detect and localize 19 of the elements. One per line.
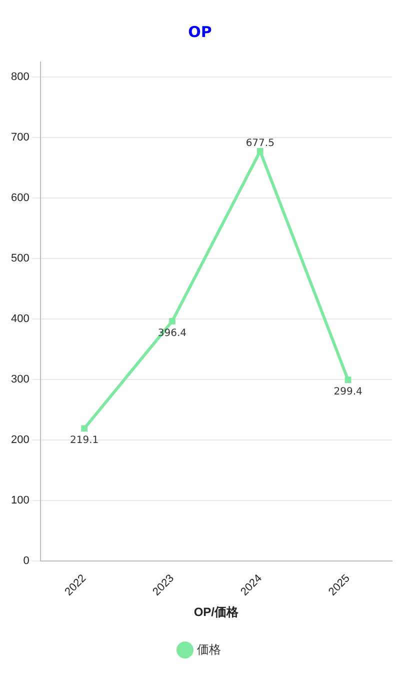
y-tick-label: 800: [10, 71, 30, 84]
point: [81, 425, 88, 432]
data-label: 677.5: [246, 138, 274, 149]
y-tick-label: 700: [10, 132, 30, 144]
data-label: 299.4: [334, 386, 362, 398]
point: [169, 318, 176, 324]
y-tick-label: 100: [10, 494, 30, 507]
y-tick-label: 600: [10, 192, 30, 204]
y-tick-label: 300: [10, 374, 30, 386]
chart-title: OP: [188, 22, 212, 41]
y-tick-label: 200: [10, 434, 30, 446]
data-label: 219.1: [70, 435, 99, 446]
point: [256, 148, 264, 154]
x-axis-title: OP/価格: [194, 605, 240, 620]
point: [344, 376, 352, 384]
y-tick-label: 500: [10, 252, 30, 265]
y-tick-label: 0: [23, 554, 30, 567]
legend-label: 価格: [197, 642, 221, 656]
y-tick-label: 400: [10, 313, 30, 326]
